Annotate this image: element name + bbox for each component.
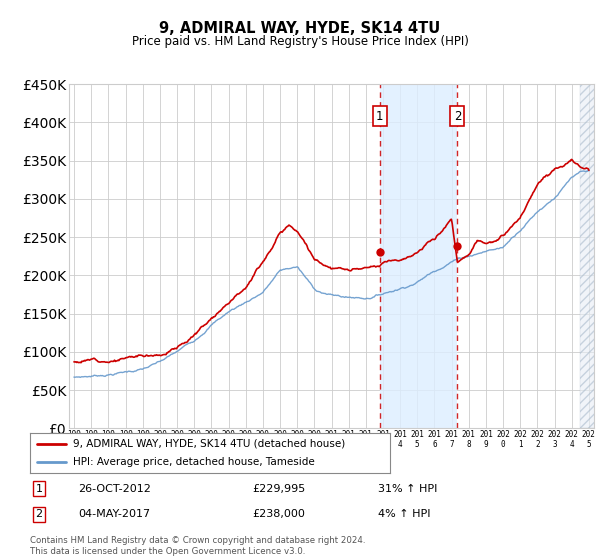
Text: 2: 2 (35, 509, 43, 519)
Text: 9, ADMIRAL WAY, HYDE, SK14 4TU: 9, ADMIRAL WAY, HYDE, SK14 4TU (160, 21, 440, 36)
Text: Contains HM Land Registry data © Crown copyright and database right 2024.
This d: Contains HM Land Registry data © Crown c… (30, 536, 365, 556)
Text: Price paid vs. HM Land Registry's House Price Index (HPI): Price paid vs. HM Land Registry's House … (131, 35, 469, 48)
Text: 4% ↑ HPI: 4% ↑ HPI (378, 509, 431, 519)
Text: 31% ↑ HPI: 31% ↑ HPI (378, 484, 437, 494)
Bar (580, 84, 598, 428)
Text: £238,000: £238,000 (252, 509, 305, 519)
Text: 26-OCT-2012: 26-OCT-2012 (78, 484, 151, 494)
Text: HPI: Average price, detached house, Tameside: HPI: Average price, detached house, Tame… (73, 458, 315, 467)
Bar (380, 84, 457, 428)
Text: 04-MAY-2017: 04-MAY-2017 (78, 509, 150, 519)
Text: 1: 1 (35, 484, 43, 494)
Text: £229,995: £229,995 (252, 484, 305, 494)
Text: 2: 2 (454, 110, 461, 123)
Text: 1: 1 (376, 110, 383, 123)
Text: 9, ADMIRAL WAY, HYDE, SK14 4TU (detached house): 9, ADMIRAL WAY, HYDE, SK14 4TU (detached… (73, 439, 346, 449)
